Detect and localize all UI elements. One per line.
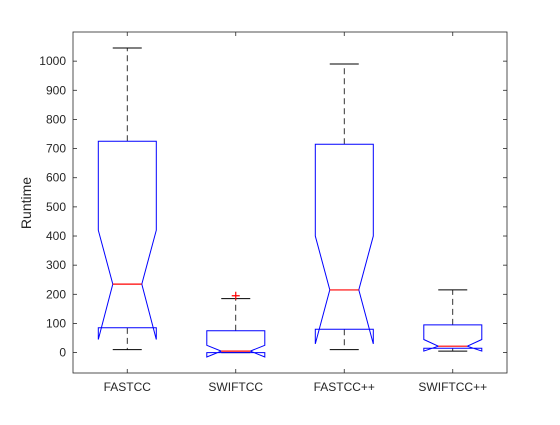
y-tick-label: 600 bbox=[46, 171, 66, 185]
box-notched bbox=[206, 330, 266, 358]
y-tick-label: 900 bbox=[46, 83, 66, 97]
y-tick-label: 300 bbox=[46, 258, 66, 272]
outlier-marker bbox=[231, 291, 240, 300]
box-notched bbox=[423, 324, 483, 352]
y-tick-label: 1000 bbox=[39, 54, 66, 68]
y-tick-label: 800 bbox=[46, 112, 66, 126]
x-ticks: FASTCC SWIFTCC FASTCC++ SWIFTCC++ bbox=[104, 32, 487, 394]
box-notched bbox=[97, 140, 157, 340]
y-axis-label: Runtime bbox=[18, 177, 34, 229]
box-notched bbox=[314, 143, 374, 345]
y-tick-label: 100 bbox=[46, 316, 66, 330]
y-tick-label: 700 bbox=[46, 142, 66, 156]
x-tick-label: SWIFTCC++ bbox=[418, 380, 487, 394]
y-tick-label: 400 bbox=[46, 229, 66, 243]
x-tick-label: FASTCC++ bbox=[314, 380, 375, 394]
x-tick-label: FASTCC bbox=[104, 380, 152, 394]
y-ticks: 0 100 200 300 400 500 600 700 800 900 1000 bbox=[39, 54, 507, 360]
plot-background bbox=[73, 32, 507, 373]
y-tick-label: 500 bbox=[46, 200, 66, 214]
x-tick-label: SWIFTCC bbox=[208, 380, 263, 394]
y-tick-label: 0 bbox=[59, 346, 66, 360]
boxes-layer bbox=[97, 47, 483, 358]
plot-frame bbox=[72, 31, 508, 374]
y-tick-label: 200 bbox=[46, 287, 66, 301]
